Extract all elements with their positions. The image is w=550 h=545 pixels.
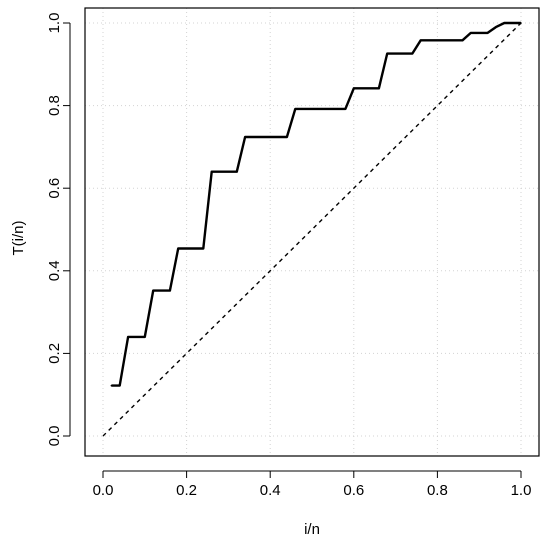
x-axis: 0.0 0.2 0.4 0.6 0.8 1.0: [93, 470, 532, 499]
data-series-line: [111, 21, 521, 387]
diagonal-reference-line: [102, 22, 522, 437]
data-point: [152, 289, 154, 292]
data-point: [202, 247, 205, 250]
data-point: [294, 108, 297, 110]
y-tick-label: 0.0: [46, 426, 63, 447]
data-point: [495, 26, 497, 28]
data-point: [127, 336, 129, 338]
data-point: [503, 22, 506, 24]
y-tick-label: 0.2: [46, 343, 63, 364]
series-layer: [102, 21, 522, 437]
x-tick-label: 0.4: [260, 482, 281, 499]
data-point: [118, 384, 121, 387]
y-tick-label: 0.8: [46, 95, 63, 116]
x-tick-label: 0.6: [343, 482, 364, 499]
plot-frame: [84, 7, 540, 457]
y-tick-label: 0.6: [46, 178, 63, 199]
data-point: [386, 52, 389, 55]
y-tick-label: 1.0: [46, 13, 63, 34]
data-point: [353, 87, 355, 90]
data-point: [411, 52, 414, 55]
data-point: [110, 384, 113, 387]
x-tick-label: 0.2: [176, 482, 197, 499]
data-point: [177, 247, 180, 250]
data-point: [169, 289, 171, 292]
x-axis-label: i/n: [304, 521, 320, 538]
data-point: [520, 22, 522, 24]
data-point: [210, 170, 213, 173]
x-tick-label: 0.0: [93, 482, 114, 499]
grid: [85, 8, 539, 456]
y-axis-label: T(i/n): [10, 221, 27, 256]
data-point: [244, 136, 246, 138]
data-point: [486, 32, 489, 34]
y-axis: 0.0 0.2 0.4 0.6 0.8 1.0: [46, 13, 71, 447]
data-point: [461, 39, 464, 42]
data-point: [419, 39, 422, 42]
data-point: [378, 87, 380, 90]
y-tick-label: 0.4: [46, 260, 63, 281]
data-point: [470, 32, 472, 34]
data-point: [235, 170, 238, 173]
data-point: [286, 136, 288, 138]
data-point: [344, 108, 347, 110]
x-tick-label: 1.0: [511, 482, 532, 499]
x-tick-label: 0.8: [427, 482, 448, 499]
data-point: [144, 336, 146, 338]
